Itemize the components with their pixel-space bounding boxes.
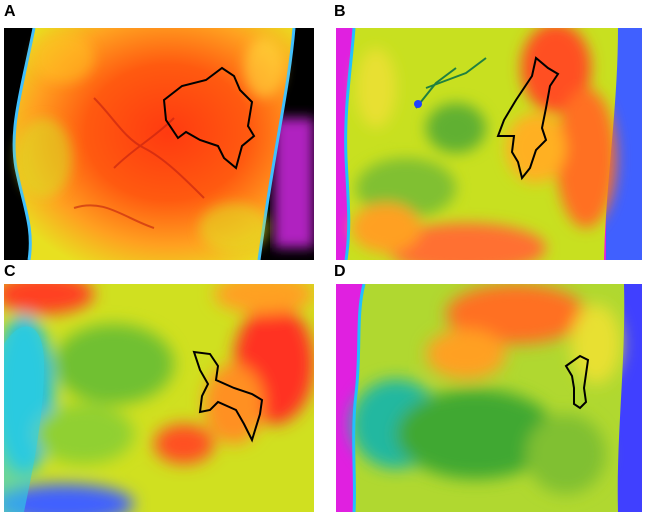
thermogram-panel-b bbox=[336, 28, 642, 260]
thermogram-image-a bbox=[4, 28, 314, 260]
thermogram-panel-d bbox=[336, 284, 642, 512]
panel-label-d: D bbox=[334, 263, 346, 280]
panel-label-a: A bbox=[4, 3, 16, 20]
thermogram-panel-a bbox=[4, 28, 314, 260]
thermogram-panel-c bbox=[4, 284, 314, 512]
thermogram-image-c bbox=[4, 284, 314, 512]
thermogram-image-b bbox=[336, 28, 642, 260]
panel-label-c: C bbox=[4, 263, 16, 280]
panel-label-b: B bbox=[334, 3, 346, 20]
thermogram-image-d bbox=[336, 284, 642, 512]
